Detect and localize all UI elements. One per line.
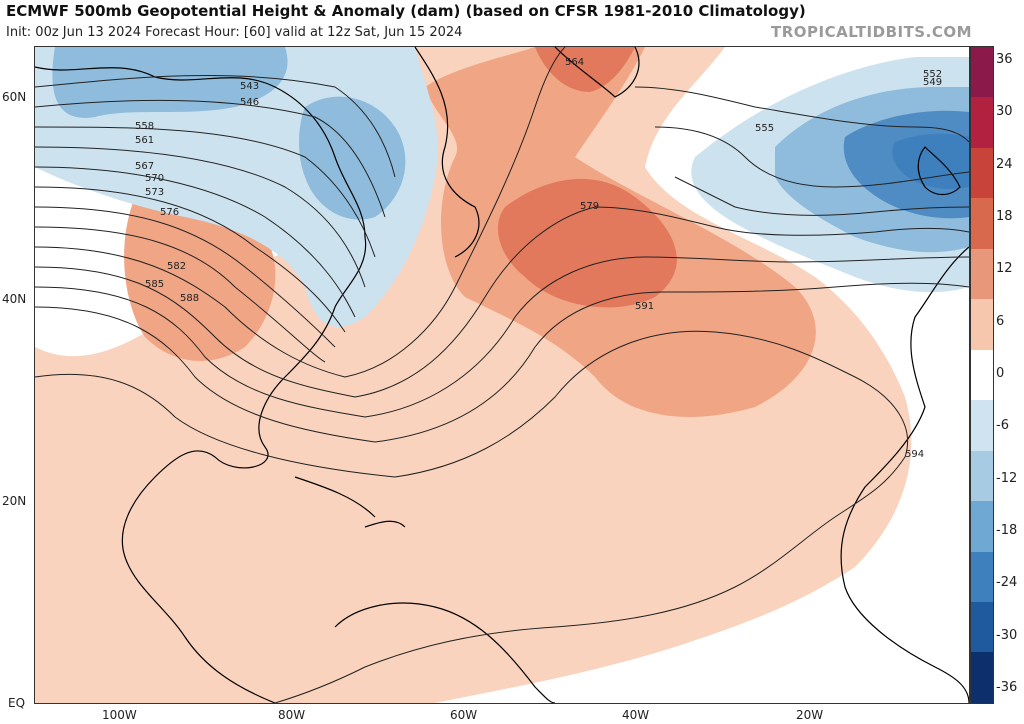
contour-label: 570 (145, 173, 164, 184)
cold-anomaly-east-atlantic-core (892, 133, 969, 189)
contour-label: 555 (755, 123, 774, 134)
colorbar-label: -6 (996, 418, 1009, 434)
lat-label-eq: EQ (8, 696, 26, 710)
lon-label-100w: 100W (102, 708, 137, 722)
colorbar-label: 18 (996, 209, 1013, 224)
colorbar-label: 0 (996, 366, 1005, 381)
lat-label-60n: 60N (2, 90, 27, 104)
colorbar-label: -24 (996, 575, 1018, 591)
warm-anomaly-strong (497, 178, 677, 308)
anomaly-colorbar (970, 46, 994, 704)
colorbar-label: 12 (996, 261, 1013, 277)
colorbar-cell (971, 97, 993, 148)
colorbar-cell (971, 248, 993, 300)
colorbar-cell (971, 147, 993, 199)
colorbar-label: -36 (996, 680, 1018, 695)
lat-label-20n: 20N (2, 494, 27, 508)
colorbar-label: 36 (996, 52, 1013, 67)
contour-label: 579 (580, 201, 599, 212)
contour-label: 588 (180, 293, 199, 304)
colorbar-cell (971, 198, 993, 249)
colorbar-cell (971, 299, 993, 350)
contour-label: 561 (135, 135, 154, 146)
colorbar-label: 24 (996, 156, 1013, 172)
colorbar-label: 6 (996, 313, 1005, 329)
contour-label: 549 (923, 77, 942, 88)
lon-label-60w: 60W (450, 708, 478, 722)
contour-label: 591 (635, 301, 654, 312)
coastlines (35, 47, 969, 703)
map-subtitle: Init: 00z Jun 13 2024 Forecast Hour: [60… (6, 25, 463, 40)
contour-label: 558 (135, 121, 154, 132)
brand-watermark: TROPICALTIDBITS.COM (771, 23, 972, 41)
map-title: ECMWF 500mb Geopotential Height & Anomal… (6, 2, 806, 20)
lon-label-80w: 80W (278, 708, 306, 722)
contour-label: 594 (905, 449, 924, 460)
contour-label: 564 (565, 57, 584, 68)
contour-label: 543 (240, 81, 259, 92)
contour-label: 576 (160, 207, 179, 218)
colorbar-cell (971, 349, 993, 401)
colorbar-label: -12 (996, 470, 1018, 486)
colorbar-cell (971, 652, 993, 703)
colorbar-label: 30 (996, 104, 1013, 120)
lon-label-40w: 40W (622, 708, 650, 722)
colorbar-cell (971, 400, 993, 451)
contour-label: 546 (240, 97, 259, 108)
cold-anomaly-hudson (299, 96, 406, 220)
warm-anomaly-light (35, 47, 912, 703)
colorbar-label: -30 (996, 627, 1018, 643)
lon-label-20w: 20W (796, 708, 824, 722)
colorbar-cell (971, 450, 993, 502)
cold-anomaly-north-america-mid (52, 47, 288, 118)
colorbar-cell (971, 551, 993, 602)
lat-label-40n: 40N (2, 292, 27, 306)
warm-anomaly-strong-greenland (535, 47, 635, 92)
colorbar-cell (971, 601, 993, 653)
contour-label: 582 (167, 261, 186, 272)
contour-label: 573 (145, 187, 164, 198)
contour-label: 552 (923, 69, 942, 80)
colorbar-cell (971, 47, 993, 98)
colorbar-label: -18 (996, 523, 1018, 538)
contour-label: 585 (145, 279, 164, 290)
colorbar-cell (971, 501, 993, 552)
map-panel: 543 546 549 552 555 558 561 564 567 570 … (34, 46, 970, 704)
map-canvas: 543 546 549 552 555 558 561 564 567 570 … (35, 47, 969, 703)
height-contours (35, 47, 969, 703)
contour-label: 567 (135, 161, 154, 172)
contour-labels: 543 546 549 552 555 558 561 564 567 570 … (135, 57, 942, 460)
